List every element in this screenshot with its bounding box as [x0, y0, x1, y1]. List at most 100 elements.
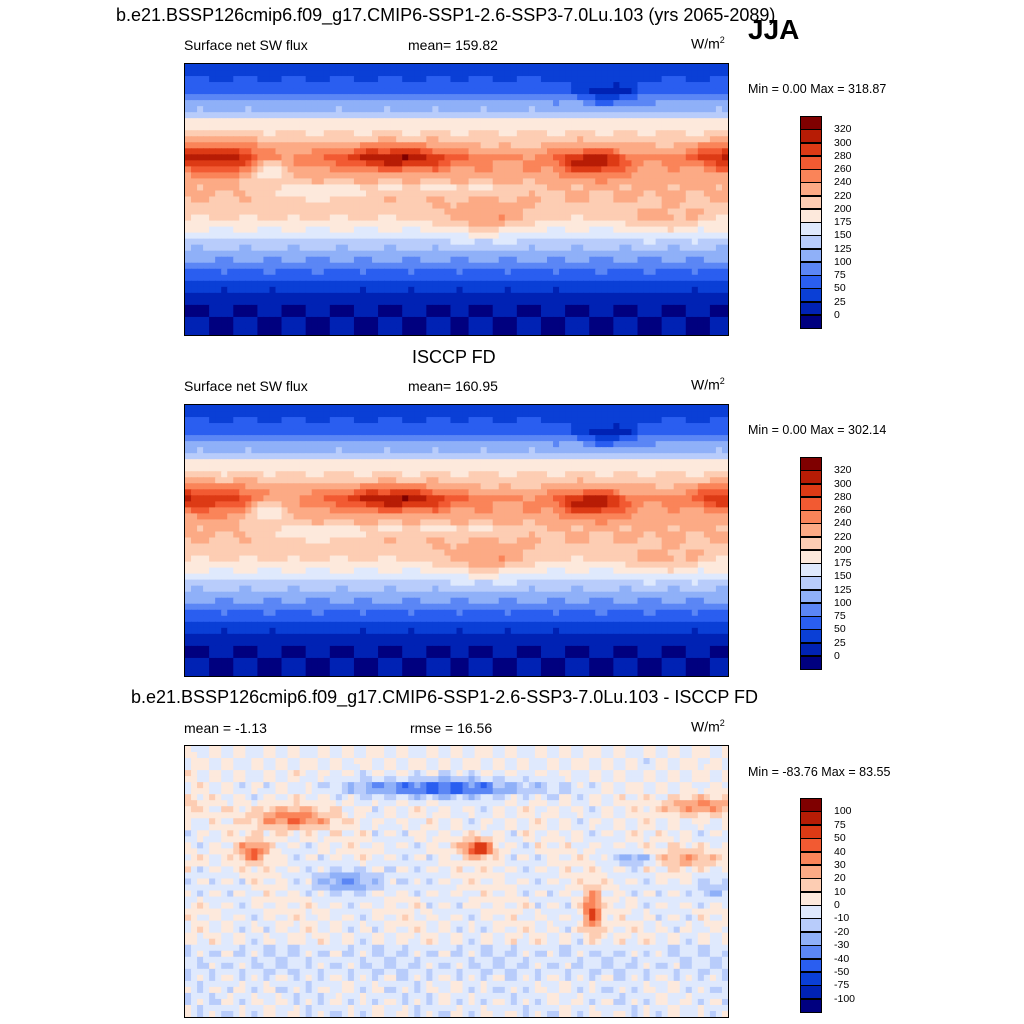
map-cell: [516, 100, 524, 107]
map-cell: [522, 447, 530, 454]
map-cell: [667, 232, 675, 240]
map-cell: [209, 94, 216, 101]
map-cell: [619, 274, 627, 282]
map-cell: [553, 310, 560, 318]
map-cell: [317, 250, 325, 258]
map-cell: [347, 453, 355, 460]
map-cell: [426, 148, 433, 155]
map-cell: [335, 423, 343, 430]
map-cell: [281, 166, 289, 173]
map-cell: [571, 453, 578, 460]
map-cell: [432, 136, 439, 143]
map-cell: [528, 232, 536, 240]
map-cell: [553, 250, 560, 258]
map-cell: [221, 112, 228, 119]
map-cell: [414, 190, 421, 198]
map-cell: [540, 190, 548, 198]
map-cell: [227, 262, 234, 270]
map-cell: [281, 220, 289, 228]
map-cell: [257, 184, 265, 192]
map-cell: [619, 322, 627, 330]
map-cell: [233, 64, 240, 71]
map-cell: [197, 202, 204, 210]
map-cell: [426, 405, 433, 412]
map-cell: [697, 124, 705, 131]
map-cell: [269, 130, 277, 137]
map-cell: [679, 202, 687, 210]
map-cell: [402, 184, 409, 192]
map-cell: [643, 417, 651, 424]
map-cell: [372, 441, 379, 448]
map-cell: [480, 447, 488, 454]
map-cell: [251, 298, 258, 306]
map-cell: [209, 226, 216, 234]
map-cell: [378, 124, 385, 131]
map-cell: [420, 310, 427, 318]
map-cell: [384, 100, 391, 107]
map-cell: [655, 316, 663, 324]
map-cell: [504, 112, 512, 119]
map-cell: [185, 256, 192, 264]
map-cell: [709, 178, 717, 186]
map-cell: [498, 160, 506, 167]
map-cell: [384, 94, 391, 101]
map-cell: [631, 202, 639, 210]
map-cell: [589, 250, 596, 258]
map-cell: [269, 76, 277, 83]
map-cell: [685, 244, 693, 252]
map-cell: [305, 166, 313, 173]
map-cell: [691, 220, 699, 228]
map-cell: [522, 232, 530, 240]
map-cell: [685, 423, 693, 430]
map-cell: [649, 136, 657, 143]
map-cell: [553, 286, 560, 294]
map-cell: [613, 160, 620, 167]
map-cell: [492, 76, 500, 83]
map-cell: [480, 154, 488, 161]
map-cell: [619, 453, 627, 460]
map-cell: [353, 423, 361, 430]
map-cell: [438, 64, 446, 71]
map-cell: [559, 310, 566, 318]
map-cell: [510, 94, 518, 101]
map-cell: [396, 148, 403, 155]
map-cell: [619, 118, 627, 125]
map-cell: [577, 70, 584, 77]
map-cell: [390, 328, 397, 335]
map-cell: [631, 250, 639, 258]
map-cell: [559, 459, 566, 466]
map-cell: [444, 411, 452, 418]
map-cell: [643, 70, 651, 77]
map-cell: [577, 166, 584, 173]
map-cell: [378, 280, 385, 288]
map-cell: [486, 166, 494, 173]
map-cell: [305, 208, 313, 216]
map-cell: [534, 88, 542, 95]
map-cell: [661, 214, 669, 222]
map-cell: [721, 166, 728, 173]
map-cell: [281, 244, 289, 252]
map-cell: [384, 142, 391, 149]
map-cell: [353, 280, 361, 288]
map-cell: [559, 256, 566, 264]
map-cell: [378, 286, 385, 294]
map-cell: [619, 124, 627, 131]
map-cell: [516, 232, 524, 240]
map-cell: [595, 166, 602, 173]
map-cell: [335, 417, 343, 424]
map-cell: [233, 280, 240, 288]
map-cell: [498, 453, 506, 460]
map-cell: [528, 112, 536, 119]
map-cell: [703, 429, 711, 436]
map-cell: [649, 64, 657, 71]
map-cell: [462, 441, 470, 448]
map-cell: [571, 256, 578, 264]
map-cell: [287, 160, 295, 167]
map-cell: [299, 112, 307, 119]
map-cell: [571, 154, 578, 161]
map-cell: [673, 411, 681, 418]
map-cell: [649, 166, 657, 173]
map-cell: [444, 166, 452, 173]
map-cell: [378, 447, 385, 454]
map-cell: [625, 441, 633, 448]
